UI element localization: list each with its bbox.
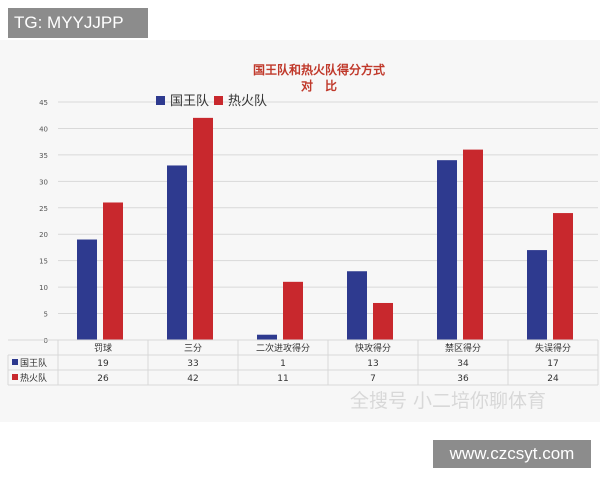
y-tick-label: 30 <box>39 178 48 186</box>
data-label: 19 <box>97 359 109 369</box>
bar-kings <box>527 250 547 340</box>
bar-kings <box>77 239 97 340</box>
bar-heat <box>463 149 483 340</box>
bar-kings <box>347 271 367 340</box>
data-label: 33 <box>187 359 198 369</box>
x-tick-label: 失误得分 <box>535 342 571 354</box>
legend-label-heat: 热火队 <box>228 94 267 109</box>
bottom-right-watermark: www.czcsyt.com <box>433 440 591 468</box>
plot-background <box>0 40 600 422</box>
x-tick-label: 快攻得分 <box>355 342 391 354</box>
y-tick-label: 5 <box>44 311 48 319</box>
data-label: 24 <box>547 374 559 384</box>
data-label: 13 <box>367 359 378 369</box>
data-label: 34 <box>457 359 469 369</box>
bar-heat <box>553 213 573 340</box>
legend-swatch-kings <box>156 96 165 105</box>
bar-heat <box>373 302 393 340</box>
bar-kings <box>167 165 187 340</box>
table-series-name: 国王队 <box>20 357 47 369</box>
y-tick-label: 25 <box>39 205 48 213</box>
bar-kings <box>257 334 277 340</box>
bar-heat <box>193 117 213 340</box>
bar-heat <box>283 281 303 340</box>
y-tick-label: 40 <box>39 125 48 133</box>
legend-label-kings: 国王队 <box>170 94 209 109</box>
y-axis-ticks: 0 5 10 15 20 25 30 35 40 45 <box>39 99 48 345</box>
data-label: 17 <box>547 359 558 369</box>
x-tick-label: 禁区得分 <box>445 342 481 354</box>
y-tick-label: 20 <box>39 231 48 239</box>
data-label: 42 <box>187 374 198 384</box>
bar-heat <box>103 202 123 340</box>
table-legend-swatch <box>12 374 18 380</box>
y-tick-label: 35 <box>39 152 48 160</box>
y-tick-label: 15 <box>39 258 48 266</box>
x-tick-label: 罚球 <box>94 342 112 354</box>
table-series-name: 热火队 <box>20 372 47 384</box>
x-tick-label: 三分 <box>184 343 202 354</box>
data-label: 36 <box>457 374 469 384</box>
legend: 国王队 热火队 <box>156 94 267 109</box>
legend-swatch-heat <box>214 96 223 105</box>
bars <box>77 117 573 340</box>
overlay-watermark: 全搜号 小二培你聊体育 <box>350 390 546 412</box>
y-tick-label: 10 <box>39 284 48 292</box>
y-tick-label: 45 <box>39 99 48 107</box>
grid-lines <box>58 101 598 341</box>
data-label: 11 <box>277 374 288 384</box>
data-label: 26 <box>97 374 109 384</box>
x-tick-label: 二次进攻得分 <box>256 342 310 354</box>
table-legend-swatch <box>12 359 18 365</box>
chart-subtitle: 对 比 <box>301 78 337 93</box>
chart-title: 国王队和热火队得分方式 <box>253 62 385 77</box>
data-label: 1 <box>280 359 286 369</box>
bar-kings <box>437 160 457 340</box>
data-label: 7 <box>370 374 376 384</box>
top-left-watermark: TG: MYYJJPP <box>8 8 148 38</box>
y-tick-label: 0 <box>44 337 48 345</box>
